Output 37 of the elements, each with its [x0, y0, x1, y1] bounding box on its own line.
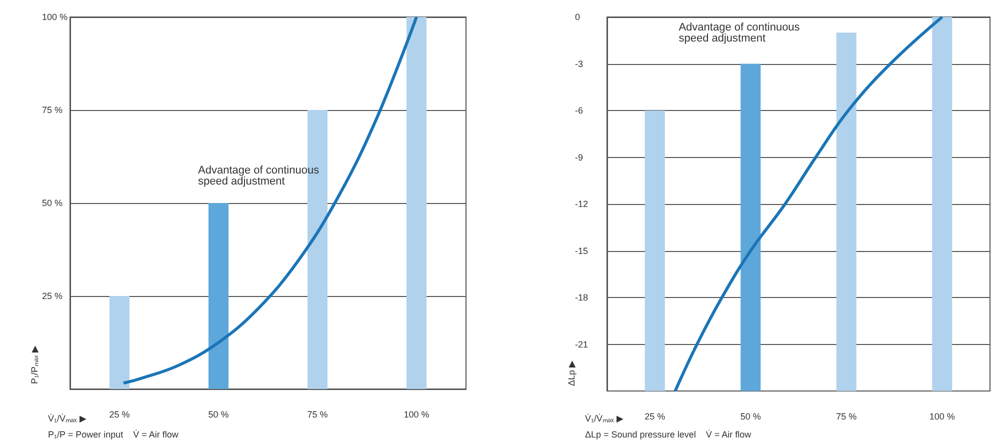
x-tick-label: 25 % — [109, 410, 130, 420]
y-tick-label: 0 — [575, 12, 580, 22]
x-tick-label: 50 % — [208, 410, 229, 420]
x-tick-label: 50 % — [740, 412, 761, 422]
y-tick-label: -12 — [575, 199, 588, 209]
annotation: Advantage of continuous speed adjustment — [678, 22, 800, 44]
x-tick-label: 100 % — [404, 410, 430, 420]
y-tick-label: -21 — [575, 339, 588, 350]
y-tick-label: 100 % — [42, 12, 68, 22]
annotation: Advantage of continuous speed adjustment — [198, 164, 320, 188]
y-tick-label: 75 % — [42, 105, 63, 115]
x-tick-label: 25 % — [644, 412, 666, 422]
y-tick-label: -3 — [575, 58, 584, 69]
x-tick-label: 75 % — [307, 410, 328, 420]
text: ΔLp = Sound pressure level V̇ = Air flow — [585, 429, 752, 440]
bar — [406, 17, 426, 389]
bar — [836, 32, 856, 391]
y-tick-label: -18 — [575, 292, 588, 302]
y-axis-title: P₁/Pₘₐₓ ▶ — [30, 346, 40, 384]
x-tick-label: 75 % — [836, 412, 857, 422]
x-tick-label: 100 % — [929, 412, 955, 422]
y-tick-label: -15 — [575, 246, 588, 256]
bar — [932, 17, 952, 391]
x-axis-title: V̇₁/V̇ₘₐₓ ▶ — [585, 413, 624, 424]
bar — [110, 296, 130, 389]
line-series — [674, 16, 944, 392]
y-tick-label: 25 % — [42, 291, 63, 301]
line-series — [122, 16, 418, 385]
bar — [740, 64, 761, 391]
bar — [644, 110, 665, 391]
y-axis-title: ΔLp ▶ — [566, 360, 576, 386]
y-tick-label: -6 — [575, 106, 584, 116]
y-tick-label: 50 % — [42, 198, 63, 208]
y-tick-label: -9 — [575, 152, 584, 162]
text: P₁/P = Power input V̇ = Air flow — [48, 429, 179, 440]
x-axis-title: V̇₁/V̇ₘₐₓ ▶ — [48, 413, 86, 424]
bar — [208, 203, 228, 389]
